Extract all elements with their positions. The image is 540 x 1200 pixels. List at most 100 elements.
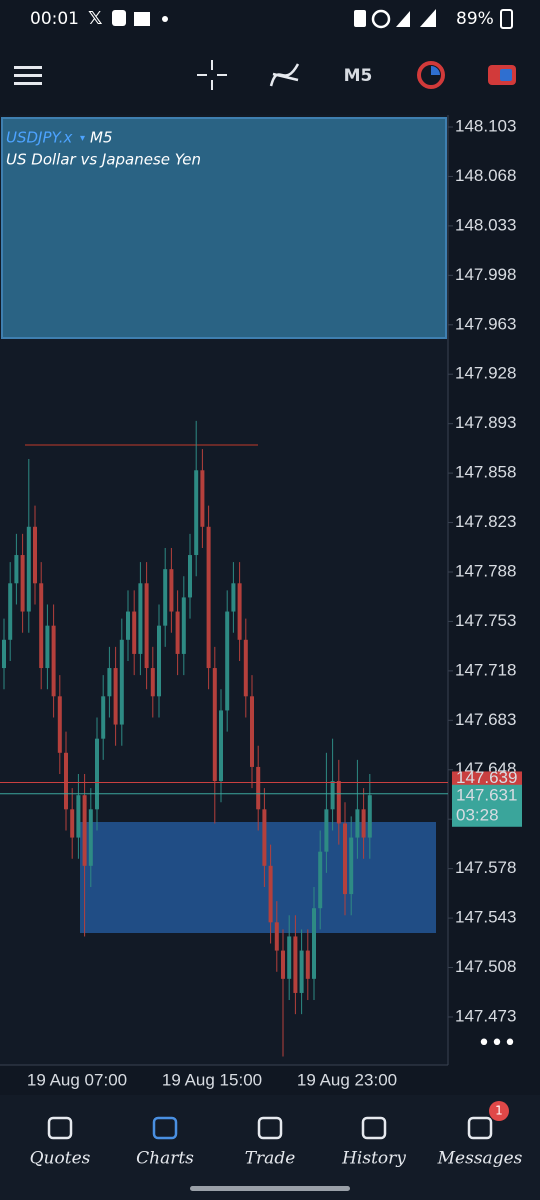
- nav-label[interactable]: Charts: [136, 1149, 194, 1169]
- candle-body: [163, 569, 168, 626]
- candle-body: [250, 696, 254, 767]
- battery-icon: [500, 9, 513, 29]
- candle-body: [39, 583, 44, 669]
- candle-body: [175, 611, 180, 654]
- candle-body: [367, 795, 372, 838]
- nav-label[interactable]: History: [341, 1149, 406, 1169]
- y-tick-label: 147.543: [455, 908, 516, 927]
- y-tick-label: 147.963: [455, 314, 516, 333]
- candle-body: [113, 668, 118, 725]
- price-axis: 148.103 148.068 148.033 147.998 147.963 147.9…: [0, 116, 522, 1089]
- candle-body: [132, 611, 137, 654]
- indicators-button[interactable]: [269, 63, 300, 87]
- badge-count: 1: [495, 1104, 503, 1118]
- candle-body: [237, 583, 242, 640]
- y-tick-label: 148.068: [455, 166, 516, 185]
- status-icon: [134, 12, 150, 26]
- symbol-dropdown[interactable]: ▾: [80, 133, 85, 144]
- candle-body: [355, 809, 360, 838]
- candle-body: [51, 625, 56, 697]
- y-tick-label: 147.753: [455, 611, 516, 630]
- y-tick-label: 147.893: [455, 413, 516, 432]
- status-icon: [354, 10, 366, 27]
- menu-bar: [14, 66, 42, 69]
- candle-body: [101, 696, 106, 739]
- candle-body: [274, 922, 279, 951]
- candle-body: [330, 781, 335, 810]
- trade-button[interactable]: [417, 61, 445, 89]
- nav-icon[interactable]: [361, 1116, 387, 1140]
- countdown: 03:28: [456, 805, 499, 824]
- bid-label-bg: [452, 784, 522, 827]
- nav-icon[interactable]: [257, 1116, 283, 1140]
- status-icon: [371, 9, 391, 29]
- candle-body: [324, 809, 329, 852]
- y-tick-label: 147.473: [455, 1006, 516, 1025]
- candle-body: [2, 639, 6, 669]
- nav-icon[interactable]: [152, 1116, 178, 1140]
- nav-label[interactable]: Messages: [437, 1149, 523, 1169]
- candle-body: [243, 639, 248, 697]
- candle-body: [349, 837, 354, 895]
- symbol-description: US Dollar vs Japanese Yen: [6, 151, 201, 169]
- candle-body: [305, 950, 310, 979]
- home-indicator: [190, 1186, 350, 1191]
- info-panel: [1, 117, 447, 339]
- candle-body: [262, 809, 267, 866]
- candle-body: [169, 569, 174, 612]
- crosshair-button[interactable]: [197, 60, 227, 90]
- candle-body: [144, 583, 149, 669]
- candle-body: [212, 668, 217, 782]
- candle-body: [268, 865, 273, 923]
- status-icons: 𝕏: [88, 8, 103, 29]
- candle-body: [82, 795, 87, 866]
- candle-body: [206, 526, 211, 669]
- candle-body: [287, 936, 292, 979]
- menu-bar: [14, 82, 42, 85]
- y-tick-label: 147.508: [455, 957, 516, 976]
- nav-icon[interactable]: [47, 1116, 73, 1140]
- candle-body: [188, 555, 192, 598]
- x-tick-label: 19 Aug 23:00: [297, 1070, 397, 1089]
- nav-label[interactable]: Quotes: [30, 1149, 91, 1169]
- candle-body: [14, 555, 19, 584]
- bid-label: 147.631: [456, 785, 517, 804]
- nav-items: Quotes Charts Trade History Messages: [30, 1116, 523, 1169]
- candle-body: [361, 809, 366, 838]
- candle-body: [343, 823, 347, 895]
- candle-body: [231, 583, 236, 612]
- chart-timeframe: M5: [90, 129, 113, 147]
- nav-label[interactable]: Trade: [245, 1149, 296, 1169]
- candle-body: [150, 668, 155, 697]
- timeframe-button[interactable]: M5: [344, 66, 373, 86]
- more-button[interactable]: •••: [478, 1031, 517, 1056]
- y-tick-label: 147.998: [455, 265, 516, 284]
- signal-icon: [396, 11, 410, 27]
- status-time: 00:01: [30, 9, 79, 29]
- y-tick-label: 147.823: [455, 512, 516, 531]
- menu-button[interactable]: [14, 66, 42, 85]
- trade-icon-part: [431, 66, 440, 75]
- y-tick-label: 147.683: [455, 710, 516, 729]
- status-dot: [162, 16, 168, 22]
- candle-body: [70, 809, 75, 838]
- x-tick-label: 19 Aug 15:00: [162, 1070, 262, 1089]
- y-tick-label: 147.788: [455, 561, 516, 580]
- candle-body: [194, 470, 199, 556]
- candle-body: [107, 668, 112, 697]
- nav-icon[interactable]: [467, 1116, 493, 1140]
- symbol: USDJPY.x: [6, 129, 73, 147]
- bottom-nav: [0, 1095, 540, 1200]
- signal-icon: [420, 9, 436, 27]
- demand-zone: [80, 822, 436, 933]
- x-tick-label: 19 Aug 07:00: [27, 1070, 127, 1089]
- y-tick-label: 147.858: [455, 463, 516, 482]
- candle-body: [95, 738, 99, 810]
- y-tick-label: 147.928: [455, 364, 516, 383]
- candle-body: [336, 781, 341, 824]
- candle-body: [33, 526, 37, 584]
- y-tick-label: 148.103: [455, 116, 516, 135]
- candle-body: [256, 766, 261, 810]
- y-tick-label: 148.033: [455, 215, 516, 234]
